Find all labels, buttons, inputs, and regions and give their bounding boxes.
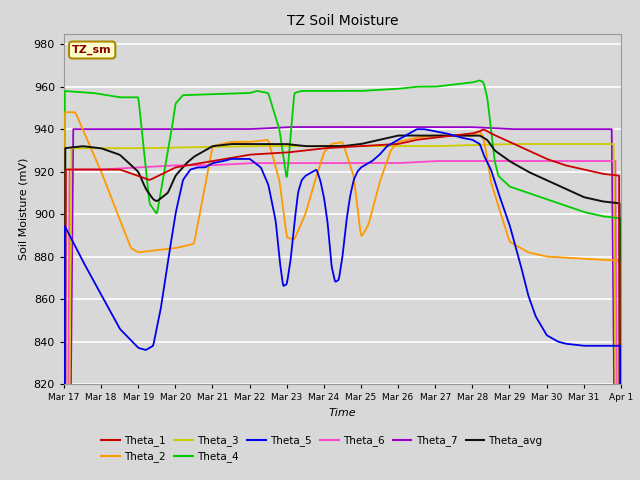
Y-axis label: Soil Moisture (mV): Soil Moisture (mV) <box>18 157 28 260</box>
Title: TZ Soil Moisture: TZ Soil Moisture <box>287 14 398 28</box>
Text: TZ_sm: TZ_sm <box>72 45 112 55</box>
Legend: Theta_1, Theta_2, Theta_3, Theta_4, Theta_5, Theta_6, Theta_7, Theta_avg: Theta_1, Theta_2, Theta_3, Theta_4, Thet… <box>97 431 547 467</box>
X-axis label: Time: Time <box>328 408 356 418</box>
